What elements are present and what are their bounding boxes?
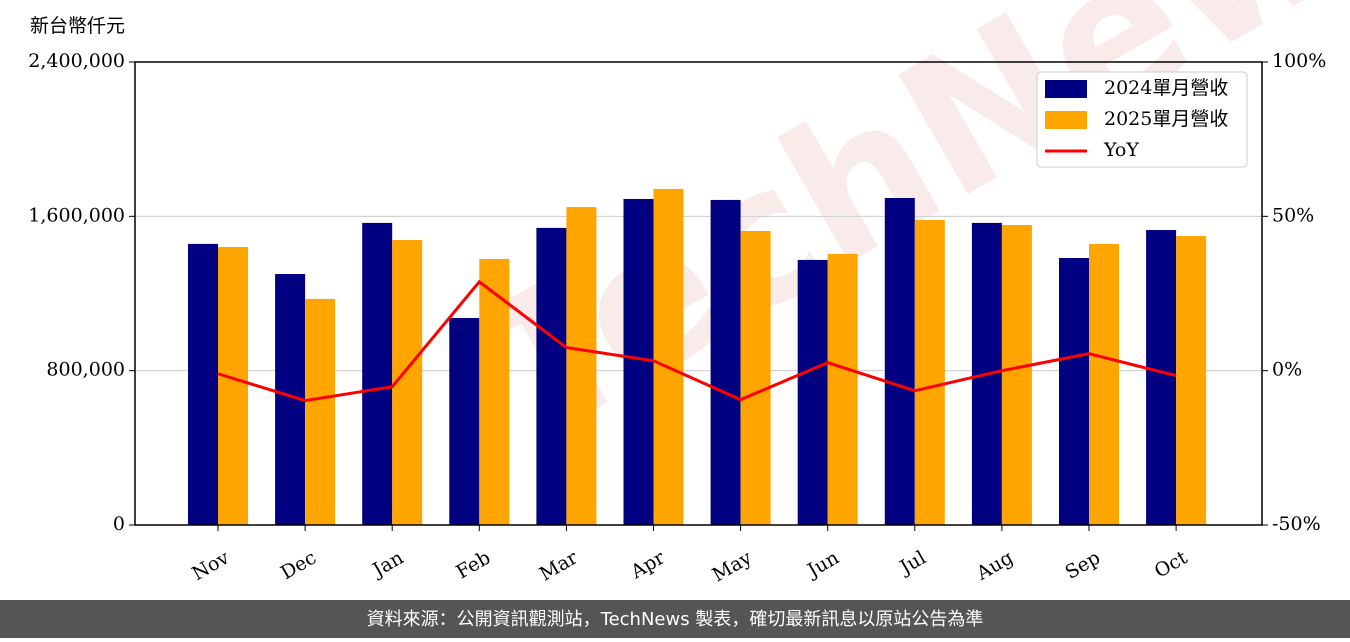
bar (1146, 230, 1177, 526)
footer-bar (0, 600, 1350, 638)
legend-swatch (1045, 111, 1087, 129)
bar (1089, 243, 1119, 525)
x-tick-label: Jul (895, 547, 930, 580)
y2-tick-label: 50% (1272, 204, 1314, 226)
footer: 資料來源：公開資訊觀測站，TechNews 製表，確切最新訊息以原站公告為準 (367, 609, 984, 630)
x-tick-label: Mar (536, 546, 582, 585)
y-axis-label: 新台幣仟元 (30, 15, 125, 37)
legend-swatch (1045, 80, 1087, 98)
bar (566, 207, 597, 525)
x-tick-label: Dec (277, 547, 320, 585)
x-tick-label: Oct (1151, 546, 1192, 582)
bar (305, 298, 336, 525)
bar (827, 253, 858, 525)
y-tick-label: 0 (113, 513, 125, 535)
y-tick-label: 800,000 (46, 359, 125, 381)
legend-box (1036, 71, 1248, 168)
bar (653, 188, 684, 526)
x-tick-label: Nov (188, 546, 233, 585)
bar (623, 198, 654, 526)
legend-label: 2025單月營收 (1104, 108, 1228, 130)
x-tick-label: Jun (802, 547, 843, 583)
bar (362, 222, 393, 525)
y2-tick-label: 100% (1272, 50, 1326, 72)
line (217, 279, 1177, 403)
bar (884, 198, 915, 525)
plot-frame (134, 61, 1263, 526)
x-tick-label: May (709, 546, 756, 586)
y2-tick-label: 0% (1272, 359, 1302, 381)
x-tick-label: Feb (453, 547, 495, 584)
bar (1001, 225, 1032, 525)
x-tick-label: Jan (367, 547, 407, 583)
legend-label: YoY (1103, 139, 1139, 161)
bar (740, 230, 771, 525)
bar (536, 227, 567, 526)
y-tick-label: 2,400,000 (28, 50, 125, 72)
y-tick-label: 1,600,000 (28, 204, 125, 226)
x-tick-label: Apr (626, 546, 669, 583)
bar (797, 259, 828, 525)
bar (218, 247, 248, 525)
legend-label: 2024單月營收 (1104, 77, 1228, 99)
bar (710, 199, 741, 525)
bar (914, 219, 945, 525)
bar (188, 243, 218, 525)
x-tick-label: Sep (1061, 547, 1104, 584)
x-tick-label: Aug (972, 547, 1017, 586)
bar (1059, 258, 1089, 525)
bar (479, 258, 510, 525)
y2-tick-label: -50% (1272, 513, 1321, 535)
bar (449, 318, 480, 525)
bar (1176, 236, 1207, 525)
